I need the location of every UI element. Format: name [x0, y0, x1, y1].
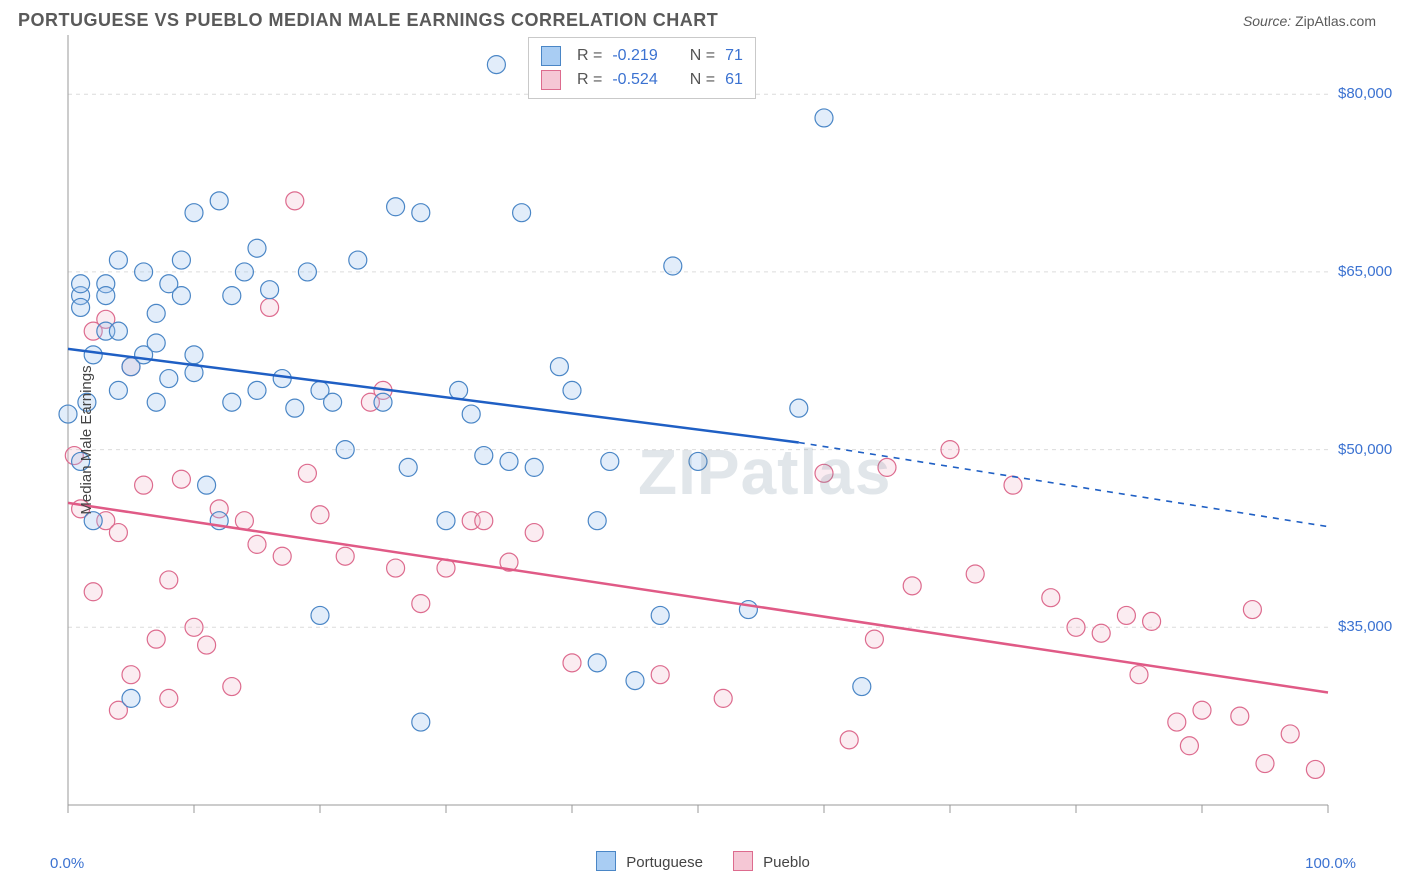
r-label: R = [577, 68, 602, 92]
n-value: 61 [725, 68, 743, 92]
r-label: R = [577, 44, 602, 68]
portuguese-swatch-icon [541, 46, 561, 66]
y-axis-label: Median Male Earnings [78, 365, 95, 514]
stats-row-pueblo: R = -0.524 N = 61 [541, 68, 743, 92]
stats-row-portuguese: R = -0.219 N = 71 [541, 44, 743, 68]
n-value: 71 [725, 44, 743, 68]
y-tick-label: $80,000 [1338, 85, 1392, 102]
scatter-plot [18, 35, 1388, 825]
x-axis-extent-labels: 0.0% 100.0% [50, 851, 1356, 872]
r-value: -0.219 [612, 44, 657, 68]
source-attribution: Source: ZipAtlas.com [1243, 13, 1376, 29]
y-tick-label: $50,000 [1338, 441, 1392, 458]
source-value: ZipAtlas.com [1295, 13, 1376, 29]
y-tick-label: $65,000 [1338, 263, 1392, 280]
source-label: Source: [1243, 13, 1291, 29]
r-value: -0.524 [612, 68, 657, 92]
n-label: N = [690, 68, 715, 92]
n-label: N = [690, 44, 715, 68]
y-tick-label: $35,000 [1338, 618, 1392, 635]
pueblo-swatch-icon [541, 70, 561, 90]
x-max-label: 100.0% [1305, 855, 1356, 872]
x-min-label: 0.0% [50, 855, 84, 872]
correlation-stats-box: R = -0.219 N = 71 R = -0.524 N = 61 [528, 37, 756, 99]
chart-title: PORTUGUESE VS PUEBLO MEDIAN MALE EARNING… [18, 10, 718, 31]
